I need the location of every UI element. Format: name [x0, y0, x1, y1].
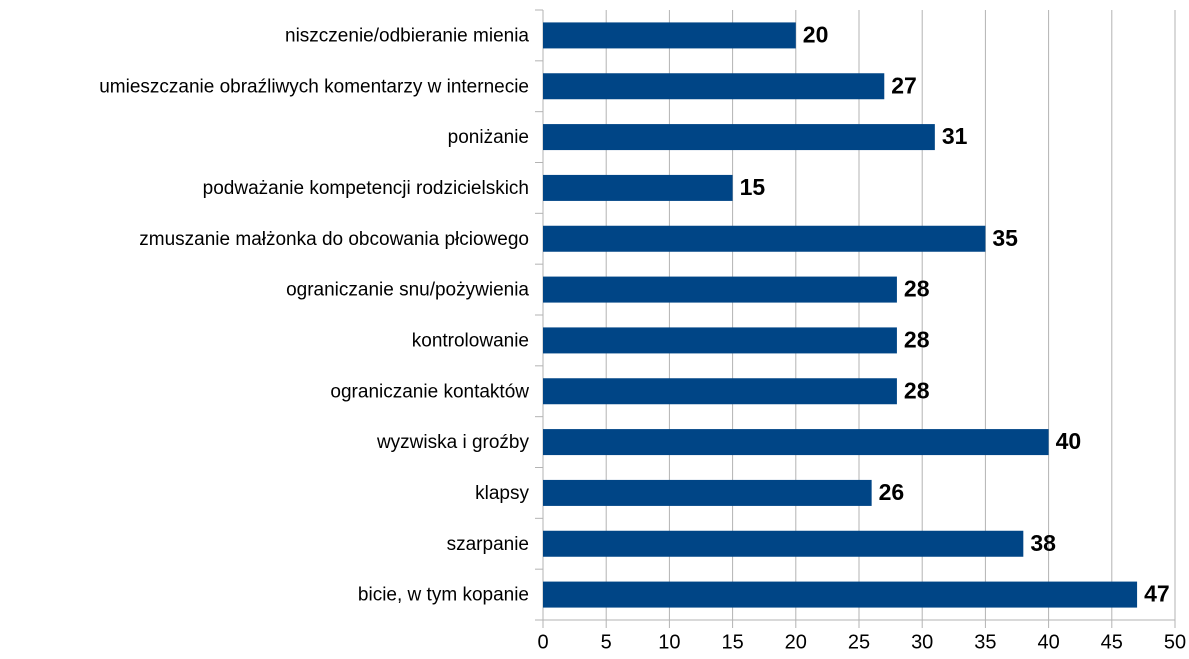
bar	[543, 225, 986, 252]
y-tick-label: ograniczanie kontaktów	[330, 381, 529, 402]
bar	[543, 73, 885, 100]
value-label: 15	[740, 174, 766, 200]
y-tick-label: szarpanie	[447, 534, 529, 555]
x-tick-label: 35	[974, 631, 996, 653]
bar	[543, 124, 935, 151]
x-tick-label: 45	[1101, 631, 1123, 653]
value-label: 28	[904, 276, 930, 302]
value-label: 20	[803, 21, 829, 47]
bar	[543, 479, 872, 506]
value-label: 35	[992, 225, 1018, 251]
x-tick-label: 40	[1037, 631, 1059, 653]
bar	[543, 378, 897, 405]
y-tick-label: bicie, w tym kopanie	[358, 585, 529, 606]
y-tick-label: podważanie kompetencji rodzicielskich	[203, 178, 529, 199]
bar	[543, 174, 733, 201]
x-tick-label: 20	[785, 631, 807, 653]
bar	[543, 22, 796, 49]
x-tick-label: 10	[658, 631, 680, 653]
value-label: 47	[1144, 581, 1170, 607]
value-label: 28	[904, 377, 930, 403]
value-label: 26	[879, 479, 905, 505]
bar	[543, 530, 1024, 557]
bar	[543, 429, 1049, 456]
x-tick-label: 15	[721, 631, 743, 653]
bar	[543, 276, 897, 303]
x-tick-label: 50	[1164, 631, 1186, 653]
value-label: 28	[904, 326, 930, 352]
y-tick-label: niszczenie/odbieranie mienia	[285, 25, 529, 46]
value-label: 31	[942, 123, 968, 149]
x-tick-label: 5	[601, 631, 612, 653]
value-label: 38	[1030, 530, 1056, 556]
y-tick-label: ograniczanie snu/pożywienia	[286, 280, 529, 301]
y-tick-label: poniżanie	[448, 127, 529, 148]
y-tick-label: kontrolowanie	[412, 330, 529, 351]
x-tick-label: 30	[911, 631, 933, 653]
y-tick-label: umieszczanie obraźliwych komentarzy w in…	[99, 76, 529, 97]
y-tick-label: wyzwiska i groźby	[376, 432, 530, 453]
x-tick-label: 25	[848, 631, 870, 653]
y-tick-label: zmuszanie małżonka do obcowania płcioweg…	[139, 229, 529, 250]
x-tick-label: 0	[537, 631, 548, 653]
bar	[543, 581, 1138, 608]
value-label: 27	[891, 72, 917, 98]
y-tick-label: klapsy	[475, 483, 529, 504]
value-label: 40	[1056, 428, 1082, 454]
bar	[543, 327, 897, 354]
